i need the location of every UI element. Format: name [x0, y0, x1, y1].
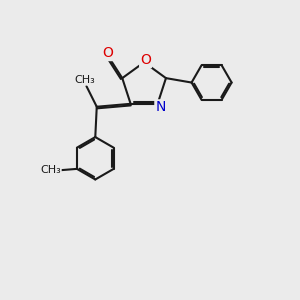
Text: CH₃: CH₃ — [40, 165, 61, 175]
Text: N: N — [155, 100, 166, 114]
Text: O: O — [102, 46, 113, 60]
Text: O: O — [140, 53, 151, 67]
Text: CH₃: CH₃ — [75, 75, 95, 85]
